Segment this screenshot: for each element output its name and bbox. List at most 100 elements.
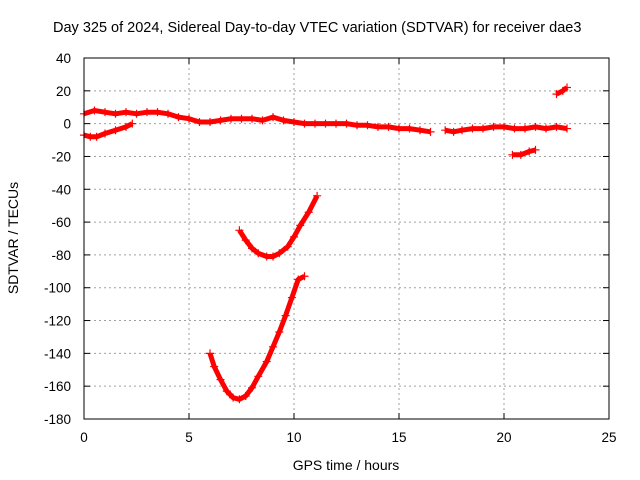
y-tick-label: -160 xyxy=(44,379,71,394)
y-axis-ticks: 40 20 0 -20 -40 -60 -80 -100 -120 -140 -160 -180 xyxy=(44,51,609,427)
series-segment-lower-right xyxy=(508,145,540,159)
data-point xyxy=(563,124,571,133)
data-point xyxy=(321,119,330,128)
data-point xyxy=(206,349,214,358)
data-point xyxy=(426,127,435,136)
data-point xyxy=(395,124,403,133)
series-line xyxy=(83,108,431,135)
y-tick-label: -140 xyxy=(44,346,71,361)
data-point xyxy=(111,109,120,118)
data-point xyxy=(313,191,322,200)
data-point xyxy=(552,90,561,99)
data-point xyxy=(525,147,534,156)
y-axis-label: SDTVAR / TECUs xyxy=(5,182,21,294)
y-tick-label: 20 xyxy=(56,84,71,99)
x-tick-label: 15 xyxy=(391,430,406,445)
data-point xyxy=(384,122,393,131)
data-point xyxy=(296,221,305,230)
data-point xyxy=(275,328,284,337)
x-tick-label: 25 xyxy=(601,430,616,445)
data-point xyxy=(210,362,219,371)
data-point xyxy=(287,293,296,302)
data-point xyxy=(290,232,298,241)
data-point xyxy=(363,121,372,130)
data-point xyxy=(241,392,250,401)
data-point xyxy=(235,395,244,404)
data-point xyxy=(143,108,151,117)
y-tick-label: 0 xyxy=(63,117,71,132)
data-point xyxy=(521,124,529,133)
data-point xyxy=(500,122,508,131)
y-tick-label: -80 xyxy=(51,248,71,263)
series-line xyxy=(83,121,134,140)
data-point xyxy=(195,117,204,126)
data-point xyxy=(294,275,303,284)
data-point xyxy=(468,124,477,133)
data-point xyxy=(405,124,414,133)
data-point xyxy=(275,249,284,258)
data-point xyxy=(558,86,567,95)
data-point xyxy=(269,252,277,261)
data-point xyxy=(248,244,256,253)
data-point xyxy=(248,114,256,123)
y-tick-label: -60 xyxy=(51,215,71,230)
data-point xyxy=(510,124,519,133)
data-point xyxy=(269,113,277,122)
data-point xyxy=(111,126,120,135)
data-point xyxy=(342,119,351,128)
data-point xyxy=(132,109,141,118)
series-arc-low xyxy=(206,272,309,404)
data-point xyxy=(458,126,466,135)
data-point xyxy=(164,109,172,118)
data-point xyxy=(235,226,244,235)
data-point xyxy=(222,387,231,396)
data-point xyxy=(229,393,238,402)
chart-title: Day 325 of 2024, Sidereal Day-to-day VTE… xyxy=(53,20,581,36)
x-axis-ticks: 0 5 10 15 20 25 xyxy=(80,58,617,445)
data-point xyxy=(237,114,246,123)
data-point xyxy=(283,242,292,251)
data-point xyxy=(563,83,571,92)
data-point xyxy=(216,116,225,125)
data-point xyxy=(248,383,256,392)
data-point xyxy=(479,124,487,133)
data-point xyxy=(374,122,382,131)
series-spike-upper-right xyxy=(552,83,571,99)
series-band-upper-2 xyxy=(441,122,571,136)
x-axis-label: GPS time / hours xyxy=(293,457,400,473)
data-point xyxy=(290,117,298,126)
data-point xyxy=(262,357,271,366)
data-point xyxy=(311,119,319,128)
data-point xyxy=(128,119,137,128)
y-tick-label: -40 xyxy=(51,182,71,197)
data-point xyxy=(101,108,109,117)
data-point xyxy=(227,114,235,123)
data-point xyxy=(92,132,101,141)
data-point xyxy=(153,108,162,117)
data-point xyxy=(279,116,288,125)
series-line xyxy=(444,124,568,135)
data-point xyxy=(122,122,130,131)
data-point xyxy=(174,113,183,122)
y-tick-label: -100 xyxy=(44,281,71,296)
data-point xyxy=(241,236,250,245)
plot-frame xyxy=(83,57,610,420)
data-point xyxy=(353,121,361,130)
data-series xyxy=(80,83,571,404)
data-point xyxy=(304,208,313,217)
data-point xyxy=(489,122,498,131)
data-point xyxy=(122,108,130,117)
data-point xyxy=(269,342,277,351)
y-tick-label: -20 xyxy=(51,149,71,164)
data-point xyxy=(90,106,99,115)
data-point xyxy=(254,372,263,381)
data-point xyxy=(552,122,561,131)
series-arc-mid xyxy=(235,191,322,261)
data-point xyxy=(101,129,109,138)
y-tick-label: 40 xyxy=(56,51,71,66)
data-point xyxy=(216,375,225,384)
y-tick-label: -180 xyxy=(44,412,71,427)
x-tick-label: 0 xyxy=(80,430,88,445)
series-band-lower xyxy=(80,119,137,141)
data-point xyxy=(508,150,517,159)
